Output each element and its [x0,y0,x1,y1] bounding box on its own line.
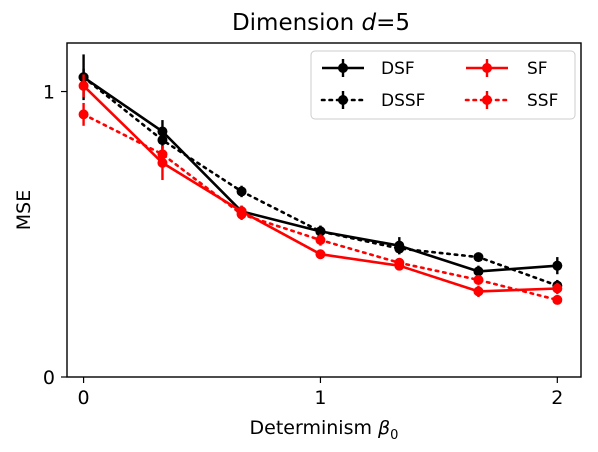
series-ssf [78,102,563,305]
data-point [394,257,405,268]
legend-label-sf: SF [527,59,548,79]
x-axis-label: Determinism β0 [250,417,399,443]
data-point [552,283,563,294]
data-point [473,286,484,297]
data-point [236,186,247,197]
data-point [78,80,89,91]
data-point [315,249,326,260]
data-point [315,226,326,237]
x-tick-label: 1 [314,387,326,409]
x-tick-label: 2 [551,387,563,409]
ticks-layer: 0 1 2 0 1 [43,82,563,409]
data-point [473,252,484,263]
y-tick-label: 1 [43,82,55,104]
data-point [315,234,326,245]
legend-label-dssf: DSSF [381,91,425,111]
legend-marker [338,63,348,73]
data-point [473,266,484,277]
x-tick-label: 0 [78,387,90,409]
plot-frame [66,42,582,378]
data-point [78,109,89,120]
legend-label-ssf: SSF [527,91,558,111]
legend-marker [482,63,492,73]
legend: DSF DSSF SF SSF [310,50,576,120]
legend-box [310,50,576,120]
y-axis-label: MSE [13,190,35,230]
legend-marker [338,95,348,105]
series-sf [78,74,563,298]
data-point [552,294,563,305]
data-point [394,243,405,254]
series-layer [78,54,563,305]
legend-marker [482,95,492,105]
data-point [473,274,484,285]
data-point [157,149,168,160]
data-point [236,209,247,220]
y-tick-label: 0 [43,367,55,389]
legend-label-dsf: DSF [381,59,415,79]
data-point [552,260,563,271]
data-point [157,135,168,146]
chart-title: Dimension d=5 [232,10,410,36]
